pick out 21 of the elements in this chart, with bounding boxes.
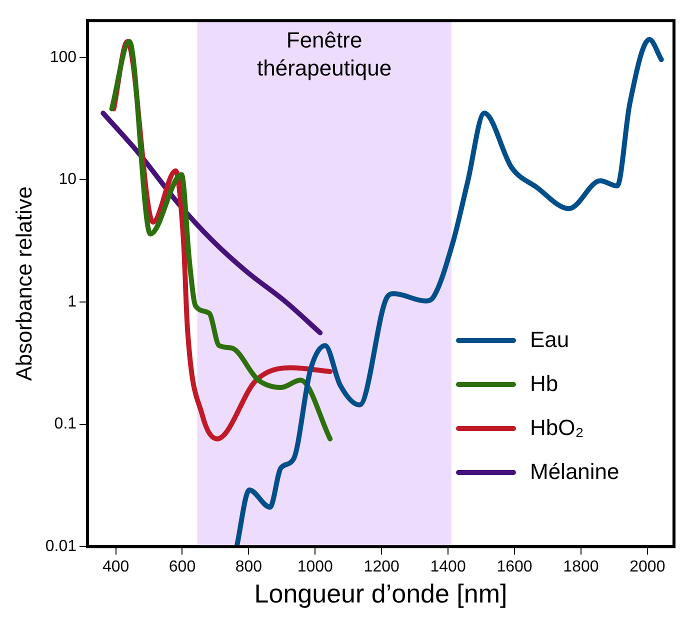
y-tick-label: 0.1 — [54, 416, 77, 433]
y-tick-label: 1 — [68, 293, 77, 310]
legend-label: Hb — [530, 371, 558, 397]
legend-label: HbO₂ — [530, 415, 584, 441]
x-tick-label: 1200 — [364, 558, 400, 576]
x-tick-label: 800 — [235, 558, 262, 576]
x-tick-label: 600 — [168, 558, 196, 576]
x-tick-label: 400 — [102, 558, 130, 576]
band-label: Fenêtre thérapeutique — [257, 28, 392, 81]
y-axis-title: Absorbance relative — [11, 186, 36, 381]
y-tick-label: 100 — [50, 48, 77, 66]
x-tick-label: 1800 — [563, 558, 599, 576]
x-tick-label: 1400 — [430, 558, 466, 576]
x-tick-label: 2000 — [630, 558, 666, 576]
y-tick-label: 10 — [58, 171, 77, 188]
x-tick-label: 1000 — [297, 558, 334, 576]
legend-label: Mélanine — [530, 459, 620, 485]
y-tick-label: 0.01 — [45, 538, 77, 556]
x-tick-label: 1600 — [496, 558, 532, 576]
x-axis-title: Longueur d’onde [nm] — [254, 578, 508, 609]
legend-label: Eau — [530, 327, 570, 353]
